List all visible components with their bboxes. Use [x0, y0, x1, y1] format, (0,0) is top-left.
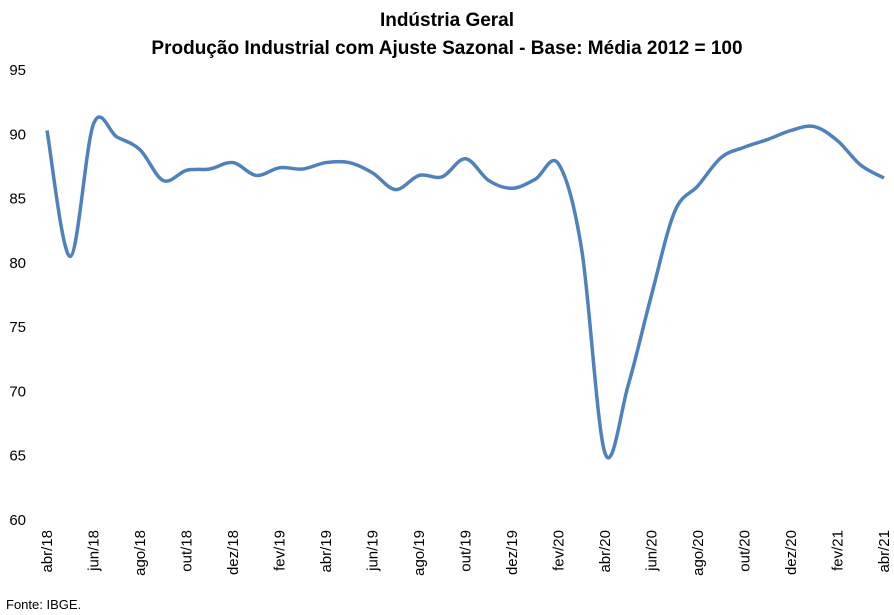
y-tick-label: 80: [9, 255, 26, 272]
x-tick-label: dez/18: [225, 530, 242, 575]
x-tick-label: fev/20: [551, 530, 568, 571]
x-tick-label: jun/20: [644, 530, 661, 572]
x-tick-label: dez/19: [504, 530, 521, 575]
x-tick-label: abr/19: [318, 530, 335, 573]
y-tick-label: 65: [9, 448, 26, 465]
x-tick-label: abr/21: [876, 530, 893, 573]
chart-subtitle: Produção Industrial com Ajuste Sazonal -…: [151, 38, 742, 59]
x-tick-label: jun/18: [86, 530, 103, 572]
y-tick-label: 60: [9, 512, 26, 529]
chart-title: Indústria Geral: [380, 10, 514, 31]
data-line: [45, 115, 885, 460]
x-tick-label: fev/19: [272, 530, 289, 571]
x-tick-label: out/18: [179, 530, 196, 572]
y-tick-label: 95: [9, 62, 26, 79]
x-tick-label: dez/20: [783, 530, 800, 575]
y-tick-label: 75: [9, 319, 26, 336]
x-tick-label: out/19: [458, 530, 475, 572]
x-tick-label: abr/20: [597, 530, 614, 573]
y-tick-label: 85: [9, 191, 26, 208]
x-tick-label: fev/21: [830, 530, 847, 571]
x-tick-label: ago/18: [132, 530, 149, 576]
x-tick-label: jun/19: [365, 530, 382, 572]
x-tick-label: ago/19: [411, 530, 428, 576]
source-note: Fonte: IBGE.: [6, 597, 81, 612]
x-tick-label: out/20: [737, 530, 754, 572]
y-tick-label: 70: [9, 383, 26, 400]
x-tick-label: ago/20: [690, 530, 707, 576]
y-tick-label: 90: [9, 126, 26, 143]
x-tick-label: abr/18: [39, 530, 56, 573]
